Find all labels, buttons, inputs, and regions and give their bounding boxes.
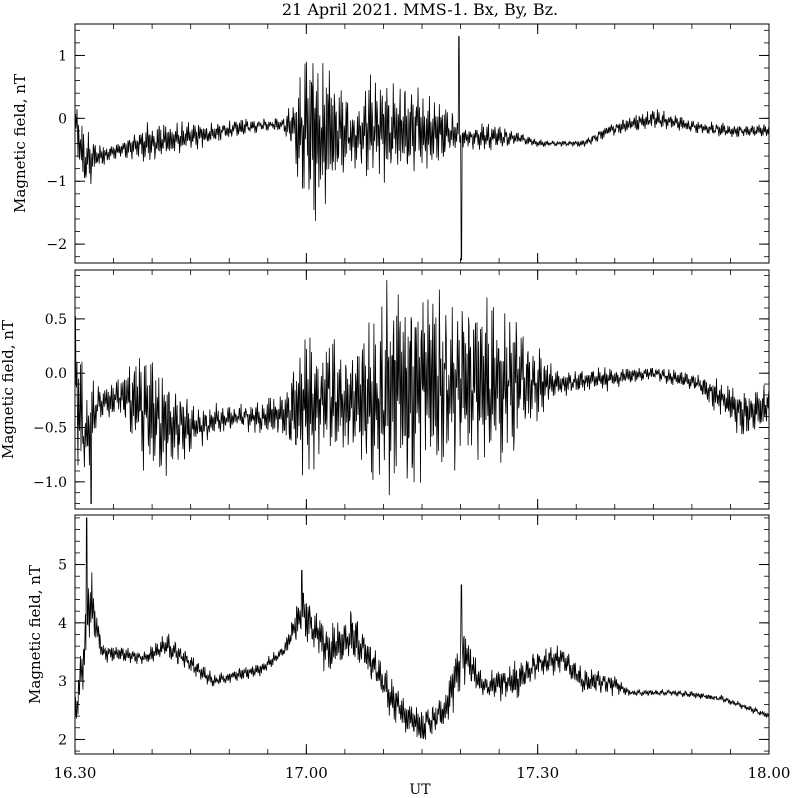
x-axis-label: UT <box>409 782 431 798</box>
series-line-bz <box>74 517 770 740</box>
panel-bx: −2 −1 0 1 Magnetic field, nT <box>11 23 770 264</box>
y-tick-label: 0.5 <box>45 312 67 328</box>
y-tick-label: 3 <box>58 674 67 690</box>
panel-frame <box>74 269 770 510</box>
y-tick-label: 0.0 <box>45 366 67 382</box>
y-tick-label: −0.5 <box>33 421 67 437</box>
y-axis-label: Magnetic field, nT <box>11 74 29 213</box>
panel-bz: 2 3 4 5 Magnetic field, nT <box>26 514 770 755</box>
y-axis-label: Magnetic field, nT <box>0 320 17 459</box>
x-tick-label: 18.00 <box>748 764 791 782</box>
x-tick-label: 17.00 <box>285 764 328 782</box>
y-tick-label: 4 <box>58 616 67 632</box>
y-tick-label: 2 <box>58 732 67 748</box>
y-tick-label: −1 <box>46 174 67 190</box>
y-tick-label: 1 <box>58 48 67 64</box>
y-tick-label: −2 <box>46 237 67 253</box>
y-tick-label: 0 <box>58 111 67 127</box>
x-tick-label: 17.30 <box>516 764 559 782</box>
y-tick-label: 5 <box>58 558 67 574</box>
panel-by: −1.0 −0.5 0.0 0.5 Magnetic field, nT <box>0 269 770 510</box>
panels-group: −2 −1 0 1 Magnetic field, nT −1.0 −0.5 0.0 0.5 Ma… <box>0 23 791 782</box>
series-line-by <box>74 279 770 504</box>
series-line-bx <box>74 36 770 261</box>
x-tick-label: 16.30 <box>54 764 97 782</box>
y-tick-label: −1.0 <box>33 475 67 491</box>
y-axis-label: Magnetic field, nT <box>26 565 44 704</box>
chart-title: 21 April 2021. MMS-1. Bx, By, Bz. <box>282 0 558 19</box>
